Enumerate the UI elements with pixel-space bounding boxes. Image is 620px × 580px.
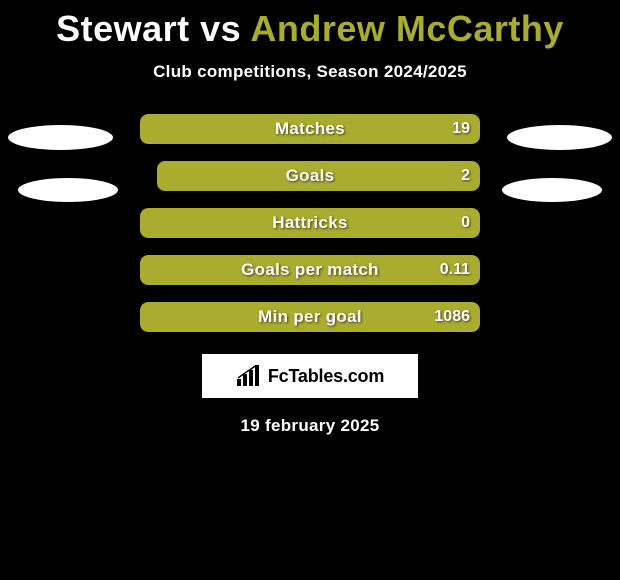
stat-row: Matches 19 <box>0 114 620 144</box>
stat-value-right: 0 <box>461 214 470 232</box>
bar-container: Min per goal 1086 <box>140 302 480 332</box>
stat-row: Min per goal 1086 <box>0 302 620 332</box>
vs-text: vs <box>200 8 241 49</box>
logo-text: FcTables.com <box>268 366 384 387</box>
stat-value-right: 1086 <box>434 308 470 326</box>
stat-label: Matches <box>275 119 345 139</box>
stat-value-right: 19 <box>452 120 470 138</box>
date-label: 19 february 2025 <box>0 416 620 436</box>
stat-row: Goals per match 0.11 <box>0 255 620 285</box>
stat-row: Hattricks 0 <box>0 208 620 238</box>
player1-name: Stewart <box>56 8 190 49</box>
bar-container: Hattricks 0 <box>140 208 480 238</box>
bar-container: Matches 19 <box>140 114 480 144</box>
stat-label: Goals <box>286 166 335 186</box>
bar-chart-icon <box>236 365 262 387</box>
player2-name: Andrew McCarthy <box>250 8 564 49</box>
stat-label: Min per goal <box>258 307 362 327</box>
stat-label: Hattricks <box>272 213 347 233</box>
bar-container: Goals per match 0.11 <box>140 255 480 285</box>
bar-container: Goals 2 <box>140 161 480 191</box>
stat-label: Goals per match <box>241 260 379 280</box>
fctables-logo: FcTables.com <box>202 354 418 398</box>
subtitle: Club competitions, Season 2024/2025 <box>0 62 620 82</box>
stat-row: Goals 2 <box>0 161 620 191</box>
stat-value-right: 2 <box>461 167 470 185</box>
stat-value-right: 0.11 <box>440 261 470 279</box>
page-title: Stewart vs Andrew McCarthy <box>0 0 620 50</box>
